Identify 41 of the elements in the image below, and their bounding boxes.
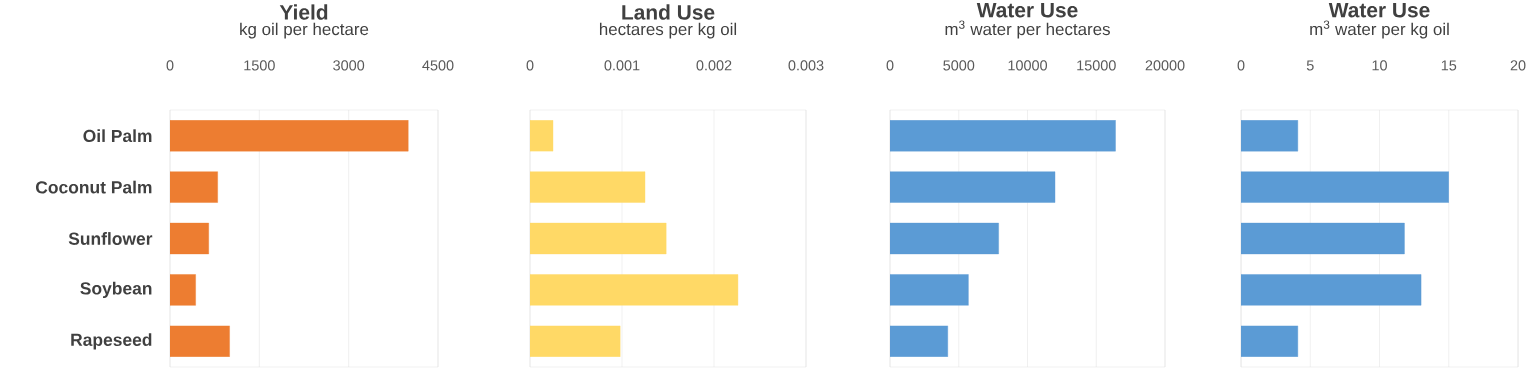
x-tick-label: 15 xyxy=(1441,60,1457,71)
y-tick-label: Rapeseed xyxy=(71,333,152,350)
chart-title: Land Use xyxy=(622,4,715,20)
x-tick-label: 5 xyxy=(1306,60,1314,71)
chart-subtitle: m$^{3}$ water per hectares xyxy=(945,20,1110,39)
chart-subtitle: hectares per kg oil xyxy=(599,22,737,39)
x-tick-label: 15000 xyxy=(1077,60,1116,71)
x-tick-label: 4500 xyxy=(422,60,454,71)
x-tick-label: 0 xyxy=(1237,60,1245,71)
x-tick-label: 0.003 xyxy=(788,60,824,71)
x-tick-label: 0 xyxy=(166,60,174,71)
bar xyxy=(890,274,969,306)
chart-subtitle: kg oil per hectare xyxy=(240,22,369,39)
x-tick-label: 3000 xyxy=(333,60,365,71)
x-tick-label: 10000 xyxy=(1008,60,1048,71)
y-tick-label: Coconut Palm xyxy=(35,180,152,194)
x-tick-label: 1500 xyxy=(244,60,275,71)
chart-title: Water Use xyxy=(976,2,1078,18)
chart-title: Yield xyxy=(279,4,328,20)
x-tick-label: 20 xyxy=(1510,60,1526,71)
x-tick-label: 20000 xyxy=(1145,60,1185,71)
y-tick-label: Oil Palm xyxy=(83,129,152,143)
bar xyxy=(890,222,999,255)
chart-title: Water Use xyxy=(1328,2,1430,18)
bar xyxy=(1241,325,1298,357)
y-tick-label: Soybean xyxy=(80,281,152,299)
x-tick-label: 0.001 xyxy=(604,60,640,71)
x-tick-label: 10 xyxy=(1372,60,1387,71)
y-tick-label: Sunflower xyxy=(68,232,153,245)
x-tick-label: 0 xyxy=(886,60,894,71)
bar xyxy=(1241,222,1405,255)
bar xyxy=(890,325,948,357)
x-tick-label: 5000 xyxy=(943,60,975,71)
x-tick-label: 0.002 xyxy=(696,60,732,71)
bar xyxy=(1241,274,1422,306)
bar xyxy=(890,120,1116,152)
bar xyxy=(1241,171,1449,203)
bar xyxy=(890,171,1056,203)
x-tick-label: 0 xyxy=(526,60,534,71)
chart-subtitle: m$^{3}$ water per kg oil xyxy=(1310,20,1449,39)
bar xyxy=(1241,120,1298,152)
